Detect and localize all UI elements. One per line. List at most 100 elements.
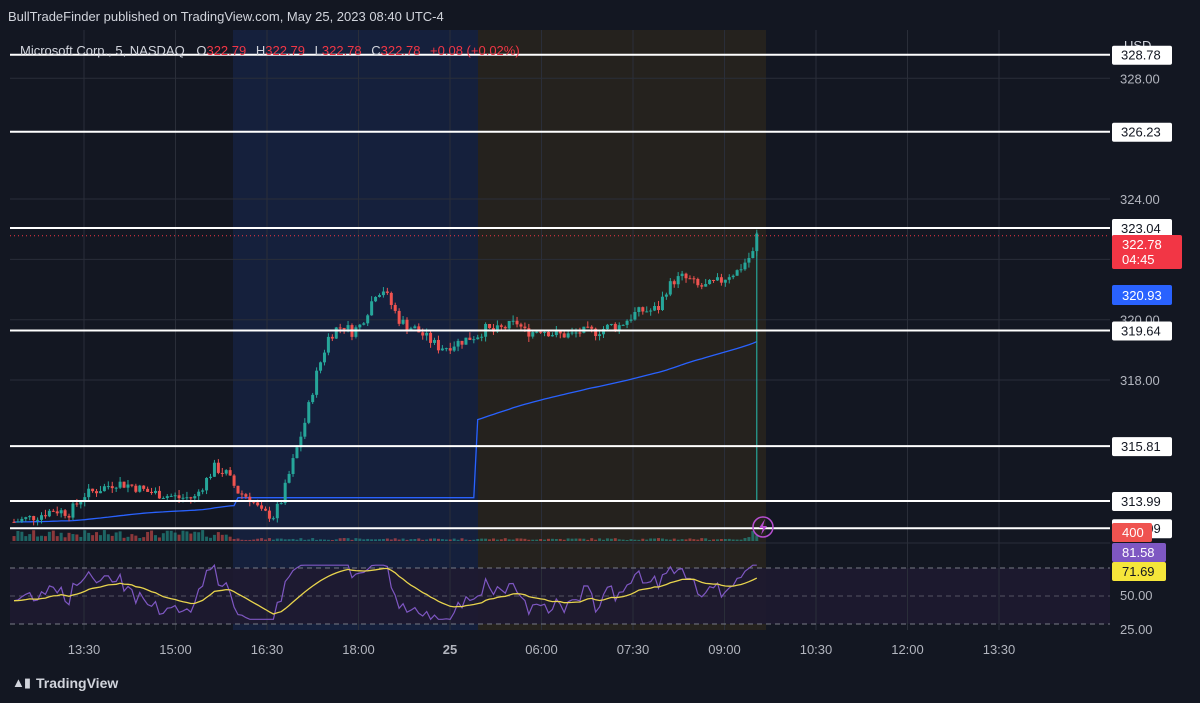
volume-bar <box>36 536 40 541</box>
volume-bar <box>287 539 291 541</box>
time-axis[interactable]: 13:30 15:00 16:30 18:00 25 06:00 07:30 09:00 10:… <box>68 642 1016 657</box>
volume-bar <box>676 539 680 541</box>
volume-bar <box>358 538 362 541</box>
candle-body <box>71 503 75 518</box>
volume-bar <box>201 530 205 541</box>
volume-tag-value: 400 <box>1122 525 1144 540</box>
volume-bar <box>362 539 366 541</box>
level-tag-value: 319.64 <box>1121 324 1161 339</box>
candle-body <box>319 362 323 371</box>
volume-bar <box>20 531 24 541</box>
candles <box>12 229 759 526</box>
volume-bar <box>712 539 716 541</box>
volume-bar <box>484 538 488 541</box>
candle-body <box>641 307 645 312</box>
volume-bar <box>527 539 531 541</box>
volume-bar <box>75 534 79 541</box>
volume-bar <box>668 539 672 541</box>
candle-body <box>539 331 543 333</box>
candle-body <box>417 326 421 333</box>
candle-body <box>98 491 102 494</box>
volume-bar <box>460 538 464 541</box>
volume-bar <box>16 530 20 541</box>
candle-body <box>558 331 562 334</box>
candle-body <box>609 323 613 325</box>
volume-bar <box>543 539 547 541</box>
volume-bar <box>157 537 161 541</box>
level-tag-value: 315.81 <box>1121 439 1161 454</box>
level-tag-box <box>1112 122 1172 142</box>
candle-body <box>358 324 362 328</box>
candle-body <box>130 484 134 486</box>
volume-bar <box>161 533 165 541</box>
candle-body <box>134 485 138 492</box>
volume-bars <box>12 530 759 541</box>
lightning-icon[interactable] <box>752 516 774 538</box>
volume-bar <box>421 539 425 541</box>
candle-body <box>173 495 177 497</box>
candle-body <box>189 497 193 499</box>
candle-body <box>715 277 719 281</box>
volume-bar <box>609 538 613 541</box>
candle-body <box>283 482 287 504</box>
legend-high-value: 322.79 <box>265 43 305 58</box>
candle-body <box>704 284 708 287</box>
candle-body <box>212 462 216 477</box>
volume-bar <box>244 539 248 541</box>
candle-body <box>649 310 653 312</box>
volume-bar <box>413 539 417 541</box>
candle-body <box>629 319 633 321</box>
candle-body <box>723 279 727 283</box>
volume-bar <box>586 539 590 541</box>
candle-body <box>326 336 330 353</box>
volume-bar <box>24 536 28 541</box>
horizontal-levels[interactable] <box>10 53 1110 530</box>
candle-body <box>244 494 248 497</box>
rsi-ma-line <box>13 567 758 615</box>
volume-bar <box>672 538 676 541</box>
candle-body <box>63 510 67 516</box>
candle-body <box>248 496 252 502</box>
volume-bar <box>67 532 71 541</box>
candle-body <box>731 275 735 278</box>
volume-bar <box>295 539 299 541</box>
volume-bar <box>47 531 51 541</box>
candle-body <box>201 490 205 492</box>
volume-bar <box>602 539 605 541</box>
volume-bar <box>189 533 193 541</box>
time-tick-label: 13:30 <box>68 642 101 657</box>
candle-body <box>381 291 385 296</box>
candle-body <box>554 331 558 336</box>
volume-bar <box>531 539 535 541</box>
volume-bar <box>751 530 755 541</box>
volume-bar <box>566 538 570 541</box>
volume-bar <box>715 539 719 541</box>
candle-body <box>16 521 20 523</box>
volume-bar <box>755 535 759 541</box>
candle-body <box>543 331 547 333</box>
volume-bar <box>63 537 67 541</box>
volume-bar <box>731 539 735 541</box>
legend-low-label: L <box>315 43 322 58</box>
volume-bar <box>590 538 594 541</box>
rsi-ma-tag-value: 71.69 <box>1122 564 1155 579</box>
volume-bar <box>488 539 492 541</box>
volume-bar <box>87 532 91 541</box>
candle-body <box>688 278 692 280</box>
candle-body <box>20 518 24 522</box>
rsi-tick-25: 25.00 <box>1120 622 1153 637</box>
volume-bar <box>350 539 354 541</box>
rsi-tag-value: 81.58 <box>1122 545 1155 560</box>
volume-bar <box>503 538 507 541</box>
volume-bar <box>680 539 684 541</box>
candle-body <box>79 501 83 505</box>
candle-body <box>503 326 507 329</box>
candle-body <box>275 503 279 519</box>
candle-body <box>299 436 303 448</box>
volume-bar <box>330 539 334 541</box>
volume-bar <box>374 539 378 541</box>
candle-body <box>47 510 51 517</box>
candle-body <box>220 472 224 474</box>
candle-body <box>456 340 460 347</box>
